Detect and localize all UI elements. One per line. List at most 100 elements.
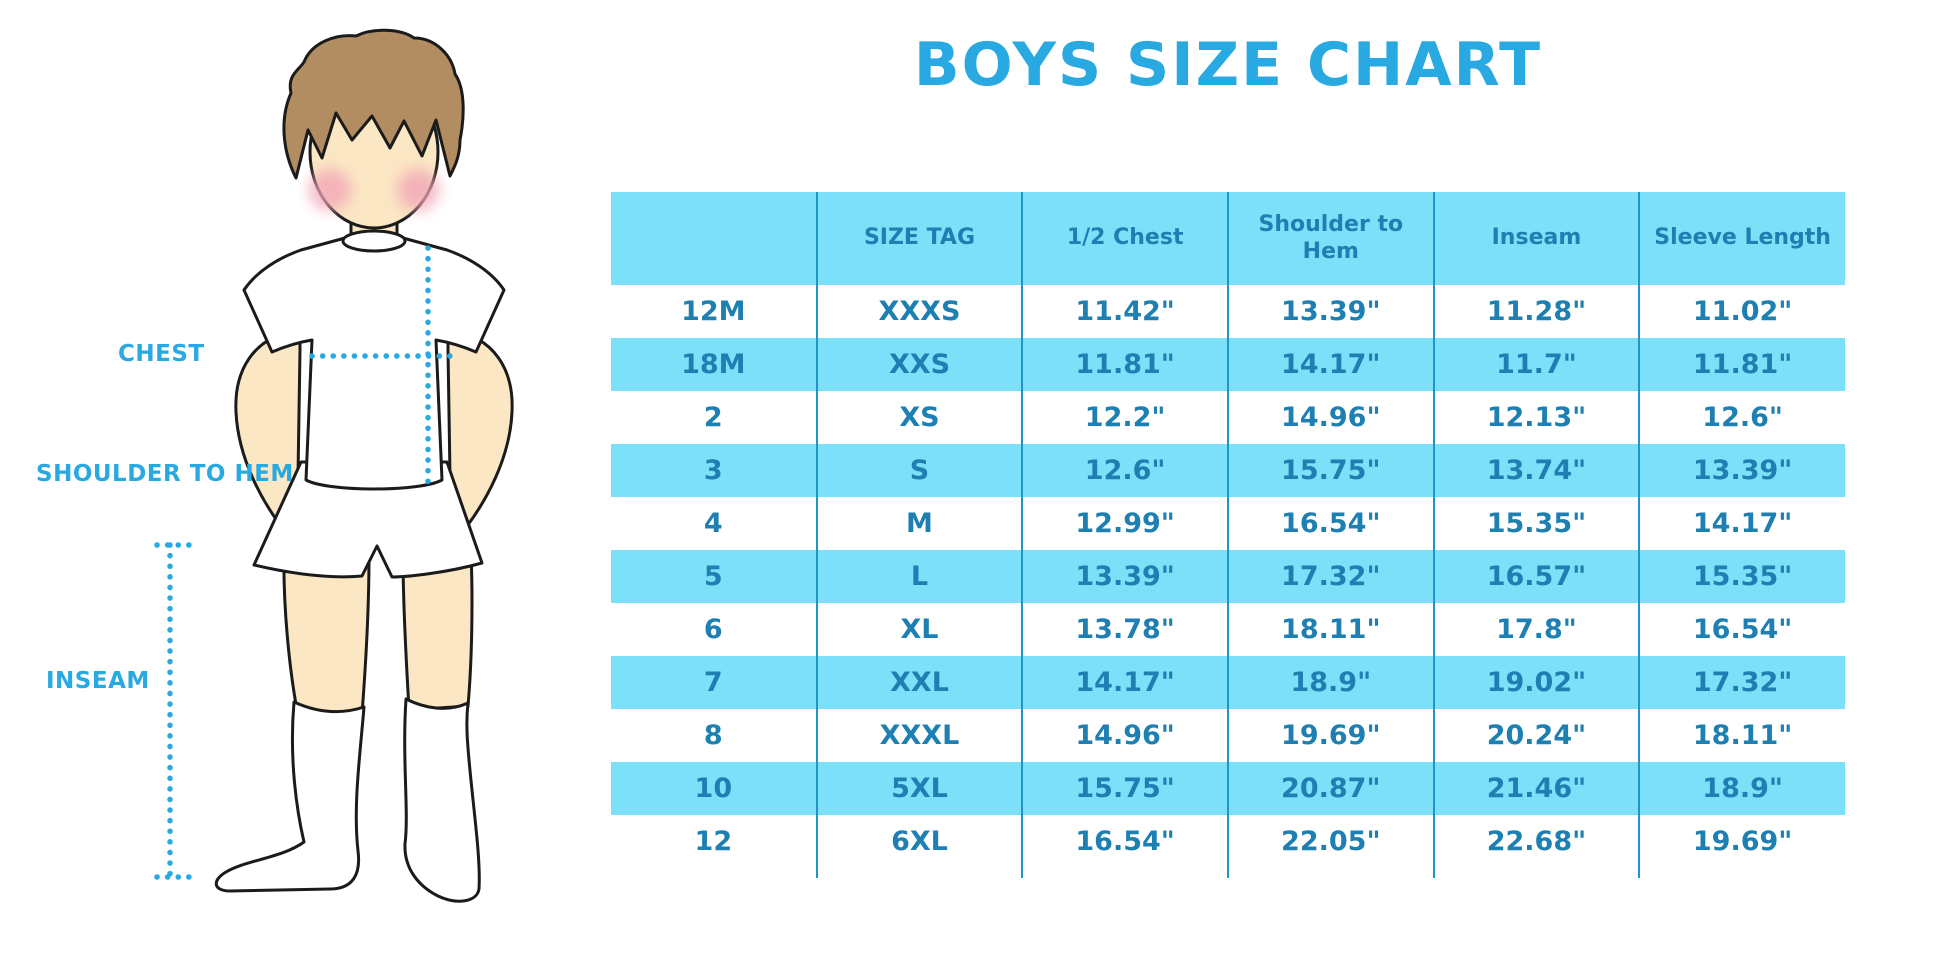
row-label: 8 — [611, 709, 817, 762]
row-label: 2 — [611, 391, 817, 444]
cell: 11.02" — [1638, 285, 1845, 338]
sock-left — [214, 700, 366, 893]
inseam-label: INSEAM — [46, 668, 150, 694]
divider-stub-row — [611, 868, 1845, 878]
cell: 13.39" — [1021, 550, 1228, 603]
cell: 16.54" — [1226, 497, 1434, 550]
table-row: 2 XS 12.2" 14.96" 12.13" 12.6" — [611, 391, 1845, 444]
size-table-head: SIZE TAG 1/2 Chest Shoulder to Hem Inseam Sl… — [611, 192, 1845, 285]
table-row: 8 XXXL 14.96" 19.69" 20.24" 18.11" — [611, 709, 1845, 762]
cell: 18.11" — [1638, 709, 1845, 762]
cell: 12.99" — [1021, 497, 1228, 550]
table-row: 5 L 13.39" 17.32" 16.57" 15.35" — [611, 550, 1845, 603]
boy-illustration — [154, 28, 514, 903]
cell: 16.57" — [1432, 550, 1640, 603]
cell: 21.46" — [1432, 762, 1640, 815]
sock-right — [403, 697, 481, 903]
cell: 19.69" — [1226, 709, 1434, 762]
cell: 13.39" — [1226, 285, 1434, 338]
column-header: Sleeve Length — [1638, 192, 1845, 285]
cell: 19.02" — [1432, 656, 1640, 709]
cell: 13.39" — [1638, 444, 1845, 497]
cell: 20.87" — [1226, 762, 1434, 815]
table-row: 4 M 12.99" 16.54" 15.35" 14.17" — [611, 497, 1845, 550]
column-header: Inseam — [1432, 192, 1640, 285]
cell: 5XL — [815, 762, 1023, 815]
cheek-right — [397, 169, 439, 211]
cell: 22.68" — [1432, 815, 1640, 868]
cell: S — [815, 444, 1023, 497]
table-row: 12M XXXS 11.42" 13.39" 11.28" 11.02" — [611, 285, 1845, 338]
cell: 11.81" — [1638, 338, 1845, 391]
row-label: 18M — [611, 338, 817, 391]
hair — [282, 28, 465, 180]
cell: XXXL — [815, 709, 1023, 762]
chest-label: CHEST — [118, 341, 205, 367]
row-label: 5 — [611, 550, 817, 603]
cell: 14.17" — [1021, 656, 1228, 709]
cell: 15.35" — [1432, 497, 1640, 550]
cell: 17.8" — [1432, 603, 1640, 656]
cell: 12.13" — [1432, 391, 1640, 444]
cell: 17.32" — [1638, 656, 1845, 709]
cell: 11.42" — [1021, 285, 1228, 338]
cell: XXS — [815, 338, 1023, 391]
column-header: SIZE TAG — [815, 192, 1023, 285]
cell: 13.78" — [1021, 603, 1228, 656]
cheek-left — [309, 169, 351, 211]
size-table-container: SIZE TAG 1/2 Chest Shoulder to Hem Inseam Sl… — [611, 192, 1845, 878]
cell: 22.05" — [1226, 815, 1434, 868]
size-table-body: 12M XXXS 11.42" 13.39" 11.28" 11.02" 18M XXS 11.… — [611, 285, 1845, 878]
cell: 11.81" — [1021, 338, 1228, 391]
row-label: 4 — [611, 497, 817, 550]
cell: 14.96" — [1021, 709, 1228, 762]
row-label: 12M — [611, 285, 817, 338]
table-row: 3 S 12.6" 15.75" 13.74" 13.39" — [611, 444, 1845, 497]
cell: 17.32" — [1226, 550, 1434, 603]
cell: XS — [815, 391, 1023, 444]
header-row: SIZE TAG 1/2 Chest Shoulder to Hem Inseam Sl… — [611, 192, 1845, 285]
cell: M — [815, 497, 1023, 550]
cell: XXXS — [815, 285, 1023, 338]
cell: 14.17" — [1638, 497, 1845, 550]
table-row: 6 XL 13.78" 18.11" 17.8" 16.54" — [611, 603, 1845, 656]
cell: 20.24" — [1432, 709, 1640, 762]
cell: 18.9" — [1226, 656, 1434, 709]
row-label: 7 — [611, 656, 817, 709]
page-title: BOYS SIZE CHART — [913, 30, 1543, 100]
column-header — [611, 192, 817, 285]
row-label: 12 — [611, 815, 817, 868]
row-label: 10 — [611, 762, 817, 815]
shorts — [252, 460, 484, 579]
cell: 16.54" — [1638, 603, 1845, 656]
table-row: 18M XXS 11.81" 14.17" 11.7" 11.81" — [611, 338, 1845, 391]
cell: L — [815, 550, 1023, 603]
cell: 12.6" — [1638, 391, 1845, 444]
shoulder-to-hem-label: SHOULDER TO HEM — [36, 461, 294, 487]
column-header: Shoulder to Hem — [1226, 192, 1434, 285]
cell: XL — [815, 603, 1023, 656]
cell: 13.74" — [1432, 444, 1640, 497]
size-table: SIZE TAG 1/2 Chest Shoulder to Hem Inseam Sl… — [611, 192, 1845, 878]
cell: 12.6" — [1021, 444, 1228, 497]
cell: XXL — [815, 656, 1023, 709]
table-row: 7 XXL 14.17" 18.9" 19.02" 17.32" — [611, 656, 1845, 709]
measurement-lines — [154, 245, 455, 880]
cell: 19.69" — [1638, 815, 1845, 868]
row-label: 3 — [611, 444, 817, 497]
cell: 18.9" — [1638, 762, 1845, 815]
cell: 6XL — [815, 815, 1023, 868]
column-header: 1/2 Chest — [1021, 192, 1228, 285]
shirt-collar — [341, 229, 407, 253]
cell: 15.75" — [1021, 762, 1228, 815]
cell: 15.75" — [1226, 444, 1434, 497]
table-row: 10 5XL 15.75" 20.87" 21.46" 18.9" — [611, 762, 1845, 815]
cell: 18.11" — [1226, 603, 1434, 656]
cell: 14.96" — [1226, 391, 1434, 444]
cell: 14.17" — [1226, 338, 1434, 391]
row-label: 6 — [611, 603, 817, 656]
cell: 11.28" — [1432, 285, 1640, 338]
cell: 15.35" — [1638, 550, 1845, 603]
shirt — [242, 236, 506, 491]
